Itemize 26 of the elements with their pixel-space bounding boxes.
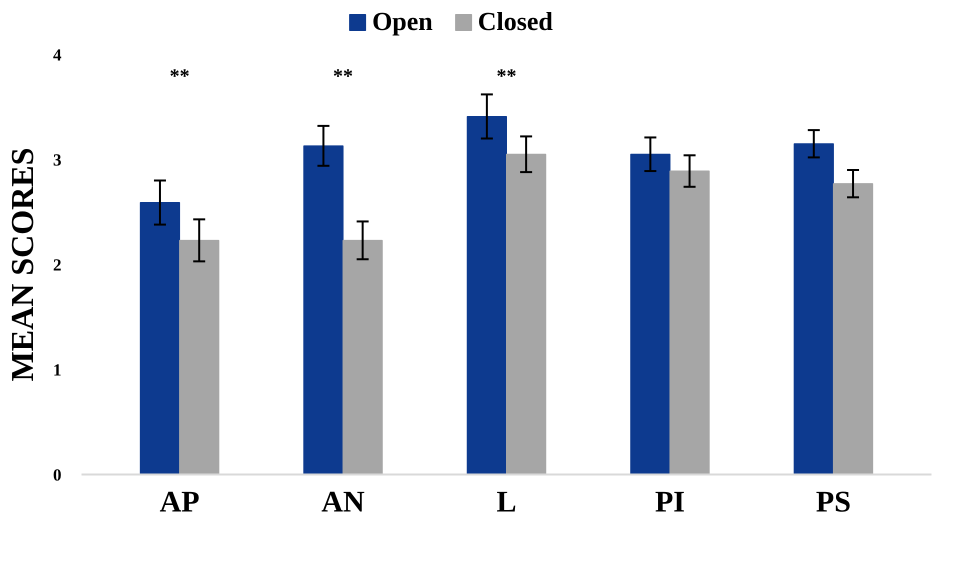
bar — [794, 143, 834, 474]
x-tick-label: L — [496, 486, 517, 518]
bar — [466, 116, 507, 474]
annotation: ** — [170, 66, 190, 88]
bar — [506, 154, 546, 474]
y-tick-label: 0 — [53, 466, 62, 484]
y-tick-label: 3 — [53, 150, 62, 170]
bar — [179, 240, 220, 474]
bar — [303, 145, 344, 474]
bar — [140, 202, 180, 474]
bar — [832, 183, 874, 474]
y-tick-label: 1 — [53, 360, 62, 380]
y-tick-label: 2 — [53, 256, 62, 274]
y-tick-label: 4 — [53, 46, 62, 64]
bar — [669, 170, 710, 474]
x-tick-label: AP — [160, 486, 200, 518]
x-tick-label: PS — [816, 486, 851, 518]
x-tick-label: PI — [654, 486, 685, 518]
annotation: ** — [496, 66, 516, 88]
annotation: ** — [333, 66, 354, 88]
legend-label: Closed — [478, 7, 553, 37]
bar — [630, 154, 670, 474]
bar — [342, 240, 383, 474]
legend-label: Open — [372, 7, 433, 37]
y-axis-title: MEAN SCORES — [4, 148, 40, 382]
x-tick-label: AN — [321, 486, 366, 518]
